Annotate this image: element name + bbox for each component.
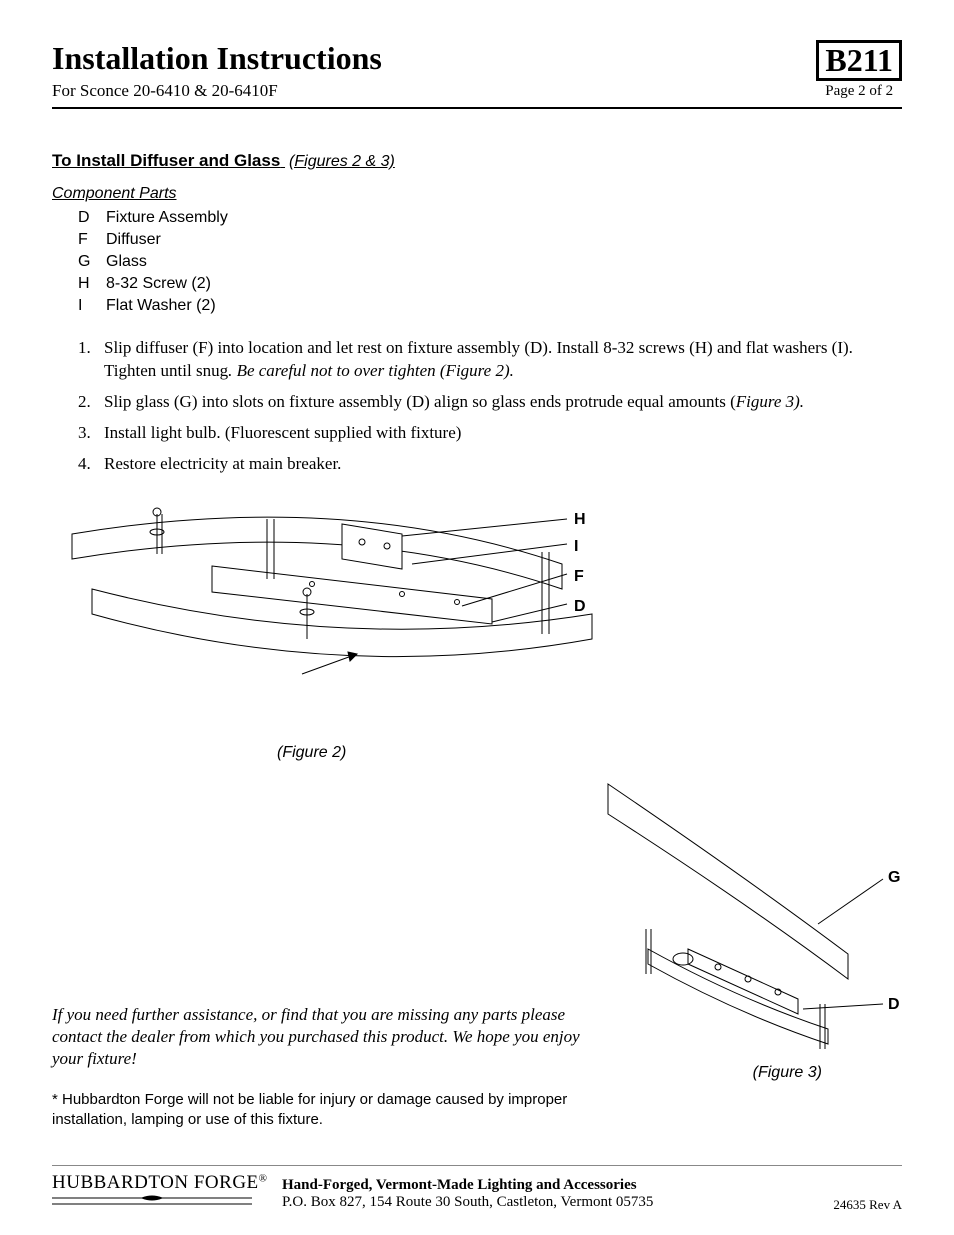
figures-area: H I F D (Figure 2) bbox=[52, 494, 902, 1084]
component-name: Fixture Assembly bbox=[106, 209, 228, 227]
step-text-italic: . Be careful not to over tighten (Figure… bbox=[228, 361, 514, 380]
step-number: 1. bbox=[78, 337, 104, 383]
step-text: Slip glass (G) into slots on fixture ass… bbox=[104, 392, 736, 411]
component-letter: D bbox=[78, 209, 106, 227]
page-subtitle: For Sconce 20-6410 & 20-6410F bbox=[52, 81, 382, 101]
footer-mid: Hand-Forged, Vermont-Made Lighting and A… bbox=[282, 1177, 833, 1211]
component-name: Flat Washer (2) bbox=[106, 297, 216, 315]
step-number: 3. bbox=[78, 422, 104, 445]
figure-2-caption: (Figure 2) bbox=[277, 744, 346, 762]
component-item: F Diffuser bbox=[78, 231, 902, 249]
figure2-label-d: D bbox=[574, 598, 586, 615]
component-name: Diffuser bbox=[106, 231, 161, 249]
component-parts-list: D Fixture Assembly F Diffuser G Glass H … bbox=[78, 209, 902, 315]
logo-ornament-icon bbox=[52, 1194, 252, 1210]
footer-rev: 24635 Rev A bbox=[833, 1197, 902, 1215]
step-number: 4. bbox=[78, 453, 104, 476]
step: 2. Slip glass (G) into slots on fixture … bbox=[78, 391, 902, 414]
component-name: 8-32 Screw (2) bbox=[106, 275, 211, 293]
page-title: Installation Instructions bbox=[52, 40, 382, 77]
page-number: Page 2 of 2 bbox=[816, 83, 902, 100]
header-right: B211 Page 2 of 2 bbox=[816, 40, 902, 100]
step-body: Install light bulb. (Fluorescent supplie… bbox=[104, 422, 902, 445]
footer: HUBBARDTON FORGE® Hand-Forged, Vermont-M… bbox=[52, 1165, 902, 1215]
figure-3-caption: (Figure 3) bbox=[753, 1064, 822, 1082]
step-text: Install light bulb. (Fluorescent supplie… bbox=[104, 423, 461, 442]
figure3-label-d: D bbox=[888, 996, 900, 1013]
component-item: D Fixture Assembly bbox=[78, 209, 902, 227]
logo-text: HUBBARDTON FORGE bbox=[52, 1172, 259, 1193]
footer-tagline: Hand-Forged, Vermont-Made Lighting and A… bbox=[282, 1177, 833, 1194]
component-letter: F bbox=[78, 231, 106, 249]
page: Installation Instructions For Sconce 20-… bbox=[0, 0, 954, 1235]
figure2-label-h: H bbox=[574, 511, 586, 528]
doc-code: B211 bbox=[816, 40, 902, 81]
liability-note: * Hubbardton Forge will not be liable fo… bbox=[52, 1090, 572, 1131]
step-text: Restore electricity at main breaker. bbox=[104, 454, 341, 473]
logo: HUBBARDTON FORGE® bbox=[52, 1172, 282, 1215]
step: 4. Restore electricity at main breaker. bbox=[78, 453, 902, 476]
component-name: Glass bbox=[106, 253, 147, 271]
component-item: H 8-32 Screw (2) bbox=[78, 275, 902, 293]
step-list: 1. Slip diffuser (F) into location and l… bbox=[78, 337, 902, 476]
figure-3: G D bbox=[588, 774, 908, 1064]
step-body: Restore electricity at main breaker. bbox=[104, 453, 902, 476]
section-figures-ref: (Figures 2 & 3) bbox=[289, 153, 395, 170]
component-letter: H bbox=[78, 275, 106, 293]
component-item: I Flat Washer (2) bbox=[78, 297, 902, 315]
footer-address: P.O. Box 827, 154 Route 30 South, Castle… bbox=[282, 1194, 833, 1211]
figure2-label-f: F bbox=[574, 568, 584, 585]
figure3-label-g: G bbox=[888, 869, 900, 886]
step-body: Slip glass (G) into slots on fixture ass… bbox=[104, 391, 902, 414]
registered-icon: ® bbox=[259, 1173, 267, 1185]
component-letter: G bbox=[78, 253, 106, 271]
component-parts-heading: Component Parts bbox=[52, 185, 902, 203]
section-title-text: To Install Diffuser and Glass bbox=[52, 151, 280, 170]
step-number: 2. bbox=[78, 391, 104, 414]
section-title: To Install Diffuser and Glass (Figures 2… bbox=[52, 151, 902, 171]
step-text-italic: Figure 3). bbox=[736, 392, 804, 411]
figure-2: H I F D bbox=[62, 494, 622, 744]
figure2-label-i: I bbox=[574, 538, 578, 555]
step: 3. Install light bulb. (Fluorescent supp… bbox=[78, 422, 902, 445]
step: 1. Slip diffuser (F) into location and l… bbox=[78, 337, 902, 383]
header: Installation Instructions For Sconce 20-… bbox=[52, 40, 902, 109]
component-item: G Glass bbox=[78, 253, 902, 271]
step-body: Slip diffuser (F) into location and let … bbox=[104, 337, 902, 383]
component-letter: I bbox=[78, 297, 106, 315]
header-left: Installation Instructions For Sconce 20-… bbox=[52, 40, 382, 107]
